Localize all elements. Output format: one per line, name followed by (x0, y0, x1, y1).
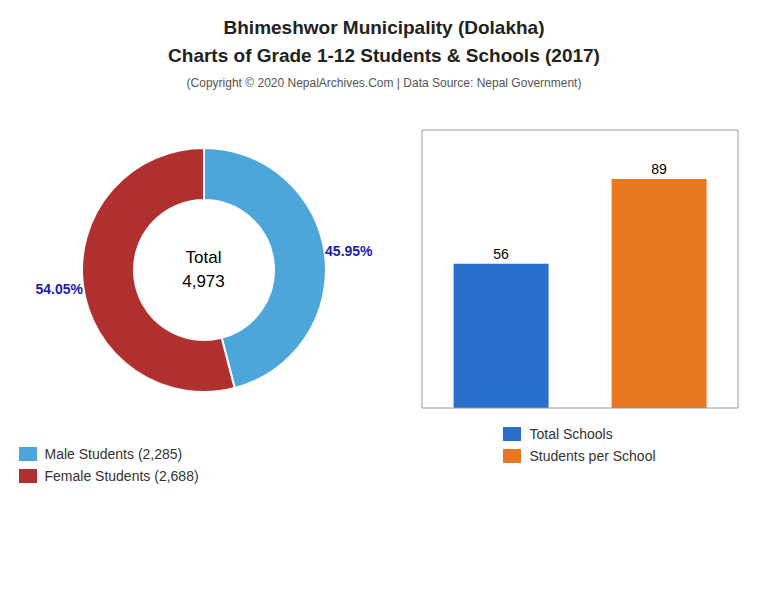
html-text:Female Students (2,688): Female Students (2,688) (44, 468, 199, 484)
svg-text:56: 56 (493, 246, 509, 262)
html-text:Students per School: Students per School (529, 448, 656, 464)
svg-text:89: 89 (651, 161, 667, 177)
html-text:Bhimeshwor Municipality (Dolak: Bhimeshwor Municipality (Dolakha) (223, 17, 545, 38)
html-text:Charts of Grade 1-12 Students: Charts of Grade 1-12 Students & Schools … (168, 45, 600, 66)
svg-text:45.95%: 45.95% (325, 243, 373, 259)
html-text:Total Schools: Total Schools (529, 426, 613, 442)
html-text:(Copyright © 2020 NepalArchive: (Copyright © 2020 NepalArchives.Com | Da… (186, 76, 582, 90)
html-text:Male Students (2,285): Male Students (2,285) (44, 446, 183, 462)
html-text:Total: Total (185, 248, 222, 267)
html-text:4,973: 4,973 (182, 272, 225, 291)
svg-text:54.05%: 54.05% (35, 281, 83, 297)
